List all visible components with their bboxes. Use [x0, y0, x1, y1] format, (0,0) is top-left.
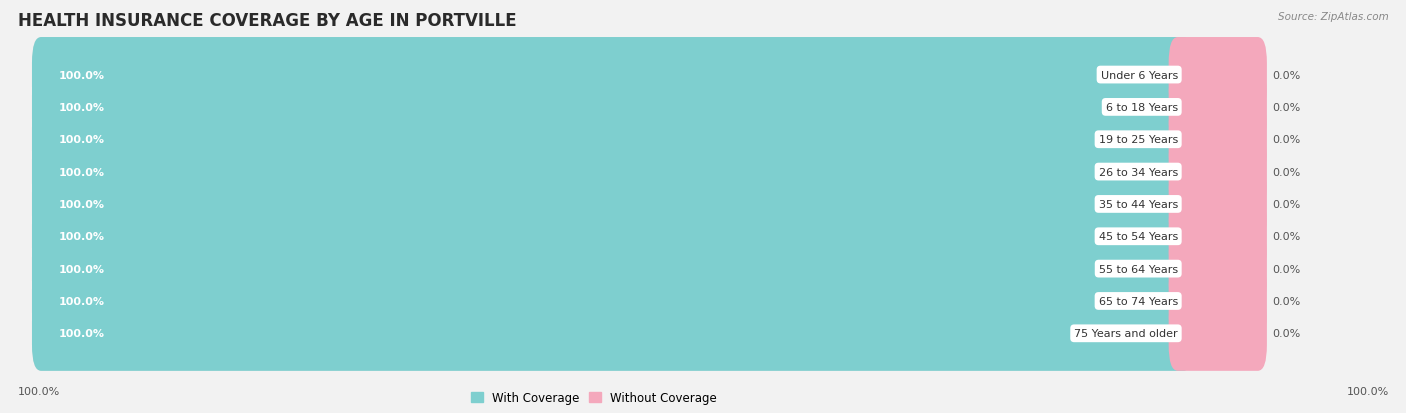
Text: 65 to 74 Years: 65 to 74 Years [1098, 296, 1178, 306]
FancyBboxPatch shape [1168, 296, 1267, 371]
FancyBboxPatch shape [1168, 199, 1267, 274]
Text: 0.0%: 0.0% [1272, 167, 1301, 177]
Text: 0.0%: 0.0% [1272, 199, 1301, 209]
FancyBboxPatch shape [32, 70, 1192, 145]
FancyBboxPatch shape [32, 135, 1192, 210]
FancyBboxPatch shape [32, 167, 1192, 242]
FancyBboxPatch shape [32, 102, 1192, 177]
FancyBboxPatch shape [1168, 167, 1267, 242]
Text: 100.0%: 100.0% [58, 135, 104, 145]
Text: 100.0%: 100.0% [58, 167, 104, 177]
FancyBboxPatch shape [32, 199, 1192, 274]
FancyBboxPatch shape [32, 38, 1192, 113]
Text: 0.0%: 0.0% [1272, 328, 1301, 339]
FancyBboxPatch shape [1168, 232, 1267, 306]
FancyBboxPatch shape [32, 264, 1192, 339]
FancyBboxPatch shape [32, 264, 1192, 339]
FancyBboxPatch shape [1168, 264, 1267, 339]
Text: 0.0%: 0.0% [1272, 135, 1301, 145]
Text: 35 to 44 Years: 35 to 44 Years [1098, 199, 1178, 209]
FancyBboxPatch shape [32, 135, 1192, 210]
Text: 100.0%: 100.0% [1347, 387, 1389, 396]
Text: 0.0%: 0.0% [1272, 296, 1301, 306]
Text: 55 to 64 Years: 55 to 64 Years [1098, 264, 1178, 274]
FancyBboxPatch shape [32, 232, 1192, 306]
Text: Under 6 Years: Under 6 Years [1101, 70, 1178, 81]
Text: Source: ZipAtlas.com: Source: ZipAtlas.com [1278, 12, 1389, 22]
FancyBboxPatch shape [1168, 135, 1267, 210]
FancyBboxPatch shape [32, 296, 1192, 371]
Text: 75 Years and older: 75 Years and older [1074, 328, 1178, 339]
Text: 0.0%: 0.0% [1272, 264, 1301, 274]
FancyBboxPatch shape [32, 296, 1192, 371]
Text: 6 to 18 Years: 6 to 18 Years [1105, 103, 1178, 113]
FancyBboxPatch shape [1168, 70, 1267, 145]
FancyBboxPatch shape [32, 167, 1192, 242]
Text: 0.0%: 0.0% [1272, 70, 1301, 81]
Text: 100.0%: 100.0% [58, 328, 104, 339]
Text: 0.0%: 0.0% [1272, 232, 1301, 242]
Text: 100.0%: 100.0% [18, 387, 60, 396]
Text: 100.0%: 100.0% [58, 296, 104, 306]
Text: 100.0%: 100.0% [58, 199, 104, 209]
Legend: With Coverage, Without Coverage: With Coverage, Without Coverage [467, 387, 721, 409]
Text: 100.0%: 100.0% [58, 232, 104, 242]
Text: 100.0%: 100.0% [58, 70, 104, 81]
FancyBboxPatch shape [32, 102, 1192, 177]
FancyBboxPatch shape [1168, 38, 1267, 113]
FancyBboxPatch shape [32, 70, 1192, 145]
Text: 26 to 34 Years: 26 to 34 Years [1098, 167, 1178, 177]
FancyBboxPatch shape [1168, 102, 1267, 177]
FancyBboxPatch shape [32, 38, 1192, 113]
Text: 100.0%: 100.0% [58, 264, 104, 274]
FancyBboxPatch shape [32, 199, 1192, 274]
Text: 19 to 25 Years: 19 to 25 Years [1098, 135, 1178, 145]
Text: 0.0%: 0.0% [1272, 103, 1301, 113]
Text: 100.0%: 100.0% [58, 103, 104, 113]
Text: HEALTH INSURANCE COVERAGE BY AGE IN PORTVILLE: HEALTH INSURANCE COVERAGE BY AGE IN PORT… [18, 12, 517, 30]
Text: 45 to 54 Years: 45 to 54 Years [1098, 232, 1178, 242]
FancyBboxPatch shape [32, 232, 1192, 306]
